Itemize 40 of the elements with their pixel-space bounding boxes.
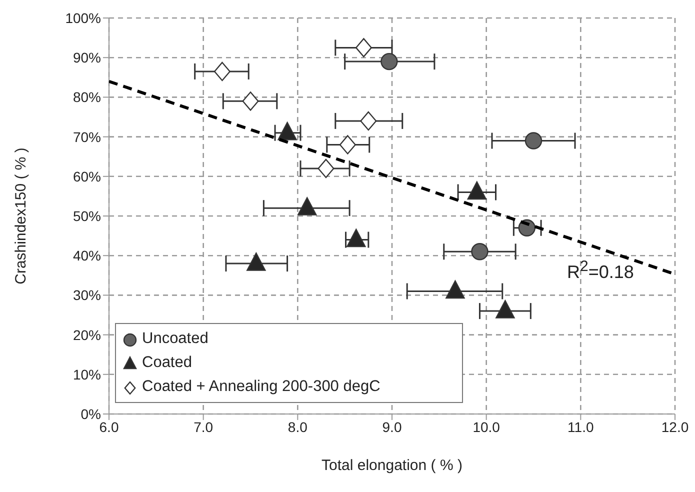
y-tick-label: 60% <box>72 168 101 184</box>
point <box>380 52 398 70</box>
annotation: R$^{2}$=0.18 <box>567 258 634 283</box>
y-tick-label: 90% <box>72 50 101 66</box>
point <box>467 181 486 200</box>
y-tick-label: 40% <box>72 248 101 264</box>
point <box>346 228 366 248</box>
point <box>242 92 259 111</box>
x-tick-label: 9.0 <box>382 418 402 435</box>
legend-label: Uncoated <box>142 330 208 348</box>
legend-label: Coated + Annealing 200-300 degC <box>142 378 380 396</box>
y-tick-label: 100% <box>65 10 101 26</box>
point <box>278 122 297 140</box>
point <box>298 197 317 216</box>
point <box>339 135 356 154</box>
x-tick-label: 10.0 <box>472 418 500 435</box>
x-tick-label: 7.0 <box>194 418 214 435</box>
y-tick-label: 0% <box>80 406 101 422</box>
x-tick-label: 11.0 <box>568 418 594 435</box>
legend-label: Coated <box>142 354 192 372</box>
point <box>524 132 542 150</box>
x-tick-label: 12.0 <box>661 418 689 435</box>
point <box>246 252 266 271</box>
point <box>360 111 377 131</box>
y-tick-label: 80% <box>72 89 101 106</box>
point <box>446 280 465 299</box>
point <box>355 38 372 58</box>
point <box>471 243 488 260</box>
point <box>214 62 230 82</box>
point <box>496 300 515 318</box>
x-tick-label: 8.0 <box>288 418 308 435</box>
y-tick-label: 20% <box>72 326 101 343</box>
y-tick-label: 30% <box>72 287 101 304</box>
x-tick-label: 6.0 <box>99 418 119 435</box>
y-tick-label: 50% <box>72 208 101 224</box>
point <box>318 158 334 178</box>
y-tick-label: 70% <box>72 128 101 145</box>
y-tick-label: 10% <box>72 366 101 382</box>
y-axis-title: Crashindex150 ( % ) <box>12 148 30 284</box>
x-axis-title: Total elongation ( % ) <box>322 457 462 474</box>
